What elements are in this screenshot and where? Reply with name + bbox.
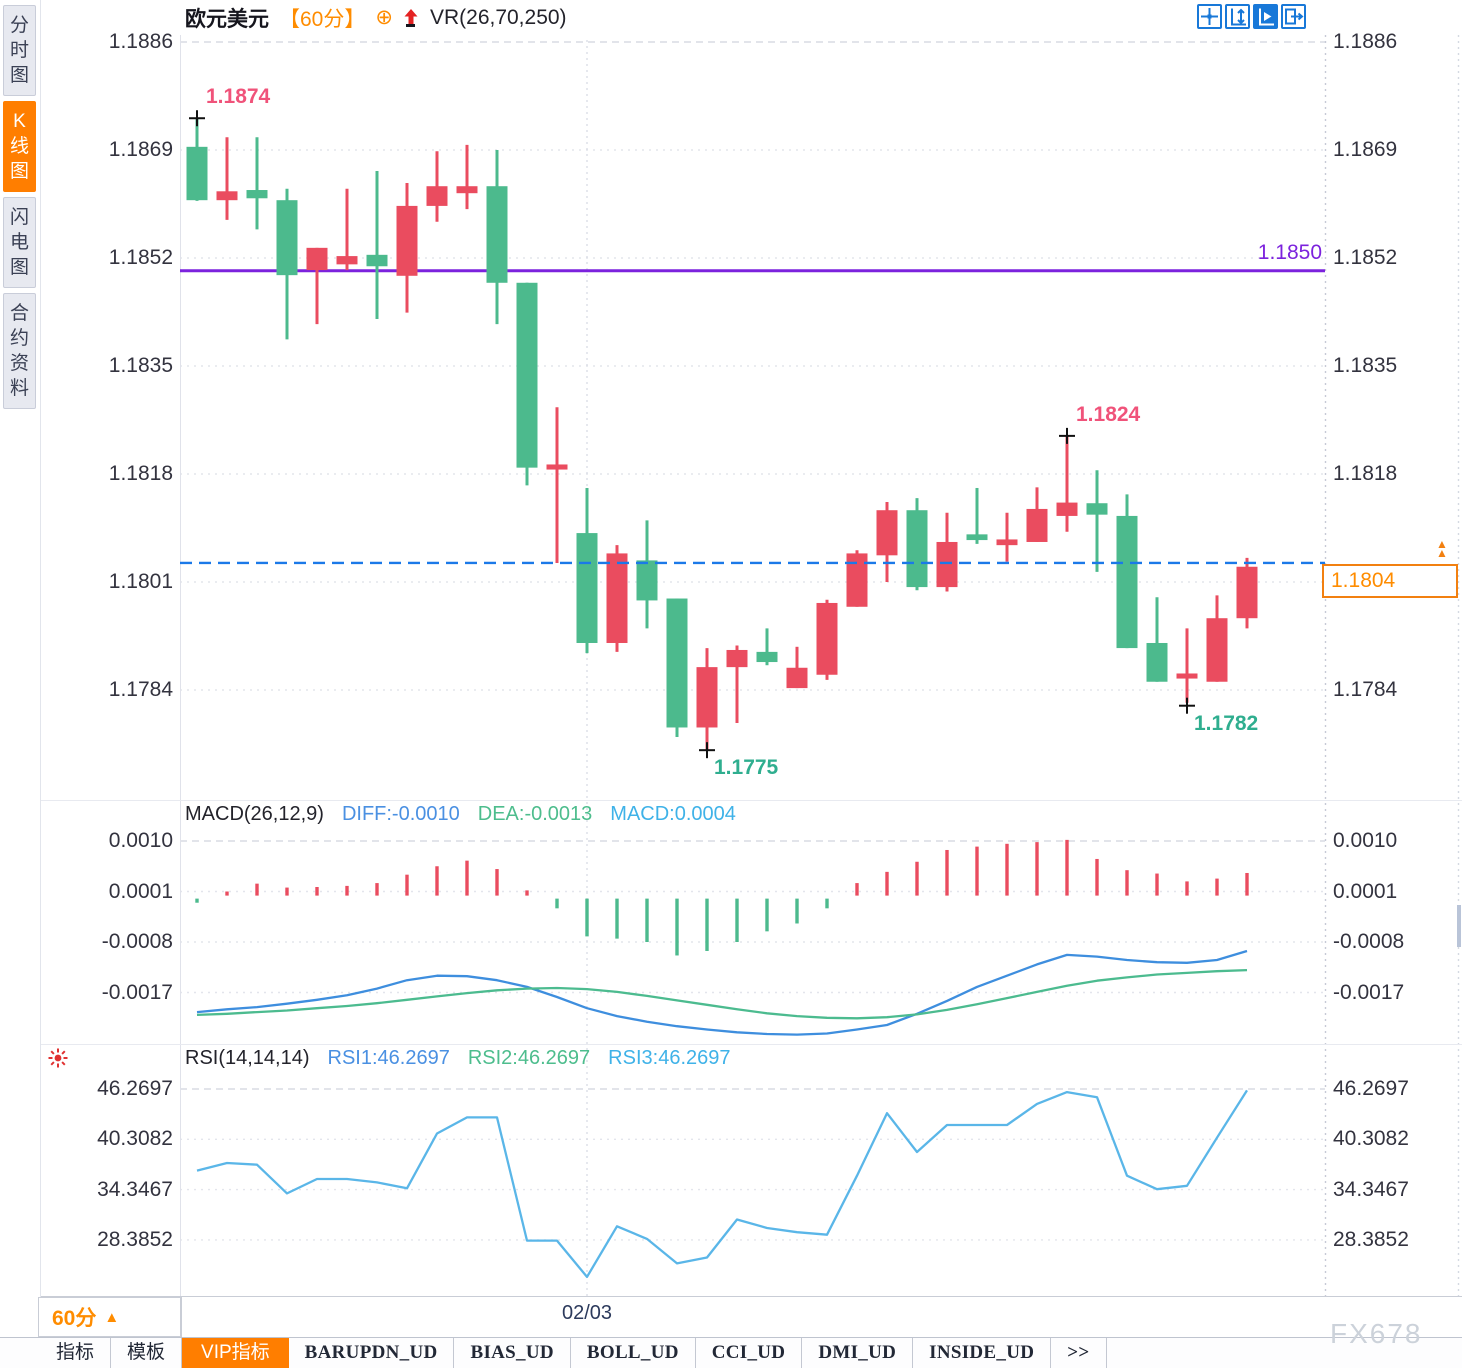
scope-plus-icon[interactable]: ⊕	[375, 6, 393, 29]
rsi-panel-header: RSI(14,14,14) RSI1:46.2697 RSI2:46.2697 …	[185, 1047, 731, 1070]
bottom-tab-CCI_UD[interactable]: CCI_UD	[696, 1338, 803, 1368]
bottom-tabbar: 指标 模板 VIP指标 BARUPDN_UD BIAS_UD BOLL_UD CCI_UD D…	[0, 1337, 1462, 1368]
play-axis-icon[interactable]	[1253, 4, 1278, 29]
period-selector[interactable]: 60分 ▲	[38, 1297, 181, 1337]
crosshair-icon[interactable]	[1197, 4, 1222, 29]
x-axis-date-label: 02/03	[561, 1302, 613, 1324]
current-price-marker: 1.1804	[1322, 564, 1458, 598]
macd-panel-header: MACD(26,12,9) DIFF:-0.0010 DEA:-0.0013 M…	[185, 803, 736, 826]
rsi-title: RSI(14,14,14)	[185, 1047, 310, 1069]
rsi2-value: RSI2:46.2697	[467, 1047, 591, 1069]
rsi3-value: RSI3:46.2697	[608, 1047, 731, 1069]
bottom-tab->>[interactable]: >>	[1051, 1338, 1107, 1368]
bottom-tab-BARUPDN_UD[interactable]: BARUPDN_UD	[289, 1338, 455, 1368]
chart-header: 欧元美元 【60分】 ⊕ VR(26,70,250)	[185, 4, 567, 32]
left-sidebar: 分 时 图 K 线 图闪 电 图合 约 资 料	[0, 0, 41, 1368]
bottom-tab-DMI_UD[interactable]: DMI_UD	[802, 1338, 914, 1368]
period-selector-label: 60分	[52, 1307, 97, 1330]
chart-toolbar	[1197, 4, 1306, 29]
sidebar-tab-闪电图[interactable]: 闪 电 图	[3, 197, 36, 288]
bottom-tab-模板[interactable]: 模板	[111, 1338, 183, 1368]
trend-up-arrow-icon	[403, 8, 420, 29]
bottom-tab-INSIDE_UD[interactable]: INSIDE_UD	[913, 1338, 1052, 1368]
bottom-tab-VIP指标[interactable]: VIP指标	[182, 1338, 289, 1368]
sidebar-tabs: 分 时 图 K 线 图闪 电 图合 约 资 料	[0, 0, 40, 409]
macd-macd-value: MACD:0.0004	[610, 803, 736, 825]
sun-indicator-icon[interactable]	[46, 1046, 70, 1075]
macd-diff-value: DIFF:-0.0010	[341, 803, 460, 825]
indicator-name[interactable]: VR(26,70,250)	[429, 6, 567, 29]
macd-title: MACD(26,12,9)	[185, 803, 324, 825]
current-price-label: 1.1804	[1331, 569, 1396, 592]
sidebar-tab-合约资料[interactable]: 合 约 资 料	[3, 293, 36, 409]
rsi1-value: RSI1:46.2697	[327, 1047, 450, 1069]
sidebar-tab-分时图[interactable]: 分 时 图	[3, 5, 36, 96]
axis-range-icon[interactable]	[1225, 4, 1250, 29]
panel-shift-icon[interactable]	[1281, 4, 1306, 29]
bottom-tab-指标[interactable]: 指标	[40, 1338, 112, 1368]
support-line-label: 1.1850	[1257, 241, 1322, 264]
watermark: FX678	[1330, 1318, 1423, 1349]
bottom-tab-BOLL_UD[interactable]: BOLL_UD	[571, 1338, 696, 1368]
period-up-triangle-icon: ▲	[104, 1308, 120, 1326]
sidebar-tab-K线图[interactable]: K 线 图	[3, 101, 36, 192]
period-badge[interactable]: 【60分】	[279, 8, 366, 31]
macd-dea-value: DEA:-0.0013	[477, 803, 593, 825]
price-up-arrows-icon: ▲ ▲	[1436, 537, 1448, 560]
bottom-tab-BIAS_UD[interactable]: BIAS_UD	[454, 1338, 571, 1368]
symbol-title: 欧元美元	[185, 8, 269, 31]
